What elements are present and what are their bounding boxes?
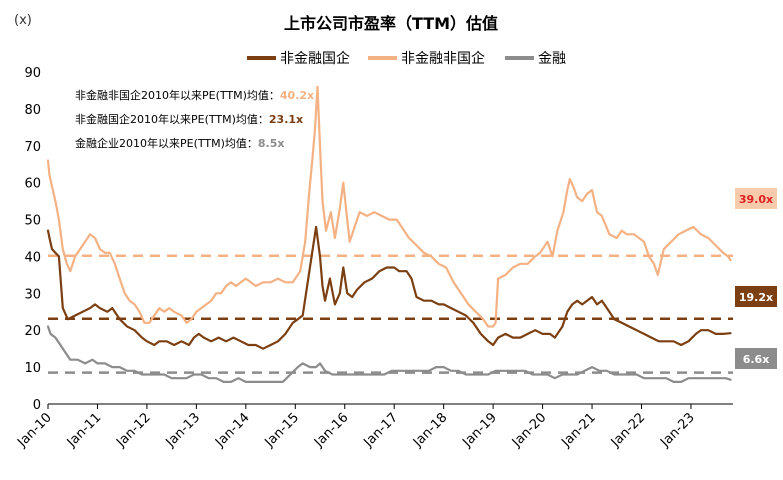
annotation-nonsoe: 非金融非国企2010年以来PE(TTM)均值：40.2x	[75, 88, 314, 102]
annotation-fin-prefix: 金融企业2010年以来PE(TTM)均值：	[75, 136, 258, 150]
last-label-soe: 19.2x	[739, 291, 773, 304]
y-tick-label: 0	[33, 398, 41, 413]
annotation-nonsoe-value: 40.2x	[280, 89, 314, 102]
y-tick-label: 20	[24, 324, 41, 339]
y-tick-label: 50	[24, 214, 41, 229]
y-tick-label: 90	[24, 66, 41, 81]
x-tick-label: Jan-22	[608, 410, 649, 451]
y-tick-label: 40	[24, 250, 41, 265]
last-label-fin-box	[735, 348, 777, 369]
legend-label-fin: 金融	[538, 51, 566, 67]
y-tick-label: 30	[24, 287, 41, 302]
y-tick-label: 80	[24, 103, 41, 118]
x-tick-label: Jan-23	[657, 410, 698, 451]
annotation-soe-prefix: 非金融国企2010年以来PE(TTM)均值：	[75, 112, 269, 126]
x-tick-label: Jan-16	[311, 410, 352, 451]
last-label-nonsoe-box	[735, 188, 777, 209]
y-tick-label: 10	[24, 361, 41, 376]
x-tick-label: Jan-12	[113, 410, 154, 451]
last-label-fin: 6.6x	[743, 353, 770, 366]
chart-title: 上市公司市盈率（TTM）估值	[284, 14, 498, 33]
unit-label: (x)	[14, 13, 32, 28]
legend-label-soe: 非金融国企	[280, 50, 350, 67]
y-axis: 0 10 20 30 40 50 60 70 80 90	[24, 66, 41, 413]
last-value-labels: 39.0x 19.2x 6.6x	[735, 188, 777, 369]
annotation-soe: 非金融国企2010年以来PE(TTM)均值：23.1x	[75, 112, 303, 126]
series-line-nonsoe	[46, 85, 732, 328]
mean-lines	[48, 254, 733, 374]
x-tick-label: Jan-13	[163, 410, 204, 451]
x-tick-label: Jan-11	[64, 410, 105, 451]
y-tick-label: 70	[24, 140, 41, 155]
annotation-soe-value: 23.1x	[269, 113, 303, 126]
series-line-fin	[46, 325, 732, 383]
legend: 非金融国企 非金融非国企 金融	[247, 50, 566, 67]
x-tick-label: Jan-21	[558, 410, 599, 451]
x-tick-label: Jan-17	[361, 410, 402, 451]
x-tick-label: Jan-15	[262, 410, 303, 451]
x-tick-label: Jan-18	[410, 410, 451, 451]
x-tick-label: Jan-14	[212, 410, 253, 451]
annotation-fin: 金融企业2010年以来PE(TTM)均值：8.5x	[75, 136, 285, 150]
last-label-soe-box	[735, 286, 777, 307]
annotation-fin-value: 8.5x	[258, 137, 285, 150]
y-tick-label: 60	[24, 177, 41, 192]
x-tick-label: Jan-19	[459, 410, 500, 451]
series-lines	[46, 85, 732, 383]
x-tick-label: Jan-20	[509, 410, 550, 451]
last-label-nonsoe: 39.0x	[739, 193, 773, 206]
x-tick-label: Jan-10	[14, 410, 55, 451]
x-axis: Jan-10 Jan-11 Jan-12 Jan-13 Jan-14 Jan-15 Jan-…	[14, 403, 733, 451]
mean-annotations: 非金融非国企2010年以来PE(TTM)均值：40.2x 非金融国企2010年以…	[75, 88, 314, 150]
legend-label-nonsoe: 非金融非国企	[401, 50, 485, 67]
annotation-nonsoe-prefix: 非金融非国企2010年以来PE(TTM)均值：	[75, 88, 280, 102]
series-line-soe	[46, 225, 732, 350]
